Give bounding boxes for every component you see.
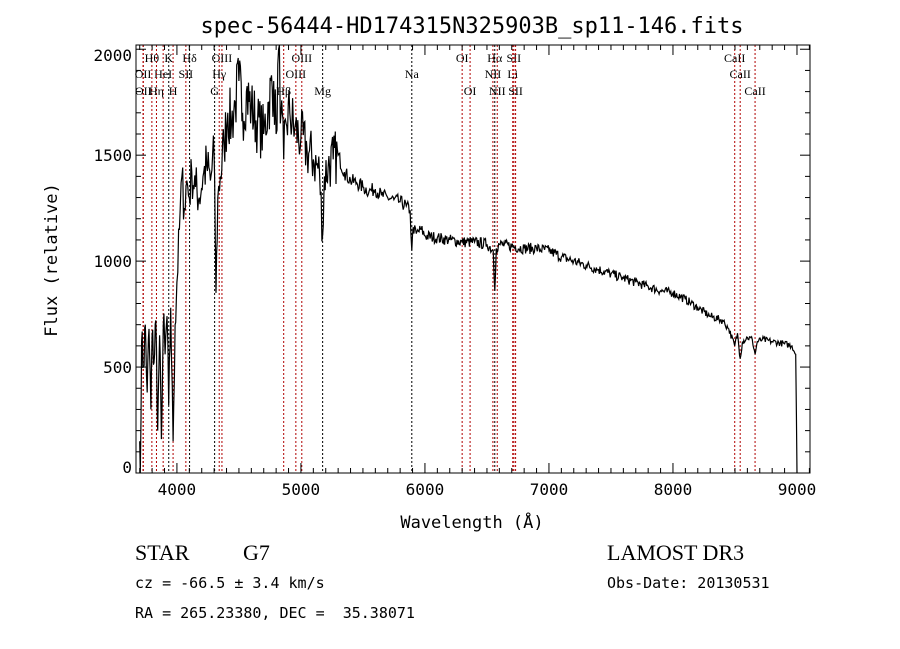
plot-frame: [135, 44, 811, 474]
x-tick-label: 8000: [654, 480, 693, 499]
y-tick-label: 500: [103, 358, 132, 377]
redshift: cz = -66.5 ± 3.4 km/s: [135, 574, 325, 592]
object-class: STAR: [135, 540, 190, 565]
line-marker-label: Li: [507, 67, 518, 81]
coordinates: RA = 265.23380, DEC = 35.38071: [135, 604, 415, 622]
line-marker-label: Hδ: [182, 51, 197, 65]
y-tick-label: 1500: [93, 146, 132, 165]
line-marker-label: OI: [464, 84, 477, 98]
line-marker-label: Hθ: [145, 51, 160, 65]
line-marker-label: OII: [135, 84, 152, 98]
flux-series-line: [139, 44, 798, 474]
obs-date: Obs-Date: 20130531: [607, 574, 770, 592]
survey-name: LAMOST DR3: [607, 540, 745, 565]
line-marker-label: Hγ: [212, 67, 227, 81]
line-marker-label: NII: [485, 67, 502, 81]
line-marker-label: H: [169, 84, 178, 98]
y-tick-label: 0: [122, 458, 132, 477]
line-marker-label: SII: [179, 67, 194, 81]
line-marker-label: G: [210, 84, 219, 98]
line-marker-label: SII: [507, 51, 522, 65]
x-tick-label: 7000: [530, 480, 569, 499]
series-group: [139, 44, 798, 474]
y-axis-label: Flux (relative): [42, 183, 62, 337]
x-axis-label: Wavelength (Å): [400, 511, 543, 533]
line-marker-label: Mg: [314, 84, 331, 98]
line-markers: Hθ K Hδ OIII OIII OI Hα SII CaII OII HeI SII Hγ OIII N…: [135, 45, 766, 473]
line-marker-label: OIII: [291, 51, 312, 65]
line-marker-label: CaII: [724, 51, 745, 65]
line-marker-label: Na: [405, 67, 420, 81]
line-marker-label: CaII: [744, 84, 765, 98]
line-marker-label: OIII: [286, 67, 307, 81]
line-marker-label: Hη: [149, 84, 164, 98]
x-tick-label: 4000: [158, 480, 197, 499]
line-marker-label: HeI: [154, 67, 172, 81]
line-marker-label: NII: [489, 84, 506, 98]
line-marker-label: OI: [456, 51, 469, 65]
x-tick-label: 9000: [778, 480, 817, 499]
line-marker-label: SII: [508, 84, 523, 98]
subclass: G7: [243, 540, 270, 565]
x-tick-label: 6000: [406, 480, 445, 499]
line-marker-label: OIII: [212, 51, 233, 65]
axes: 4000 5000 6000 7000 8000 9000 0 500 1000 1500 2000: [93, 45, 816, 499]
line-marker-label: CaII: [730, 67, 751, 81]
y-tick-label: 1000: [93, 252, 132, 271]
y-tick-label: 2000: [93, 46, 132, 65]
chart-title: spec-56444-HD174315N325903B_sp11-146.fit…: [200, 14, 743, 39]
line-marker-label: K: [164, 51, 173, 65]
x-tick-label: 5000: [282, 480, 321, 499]
line-marker-label: Hα: [487, 51, 503, 65]
